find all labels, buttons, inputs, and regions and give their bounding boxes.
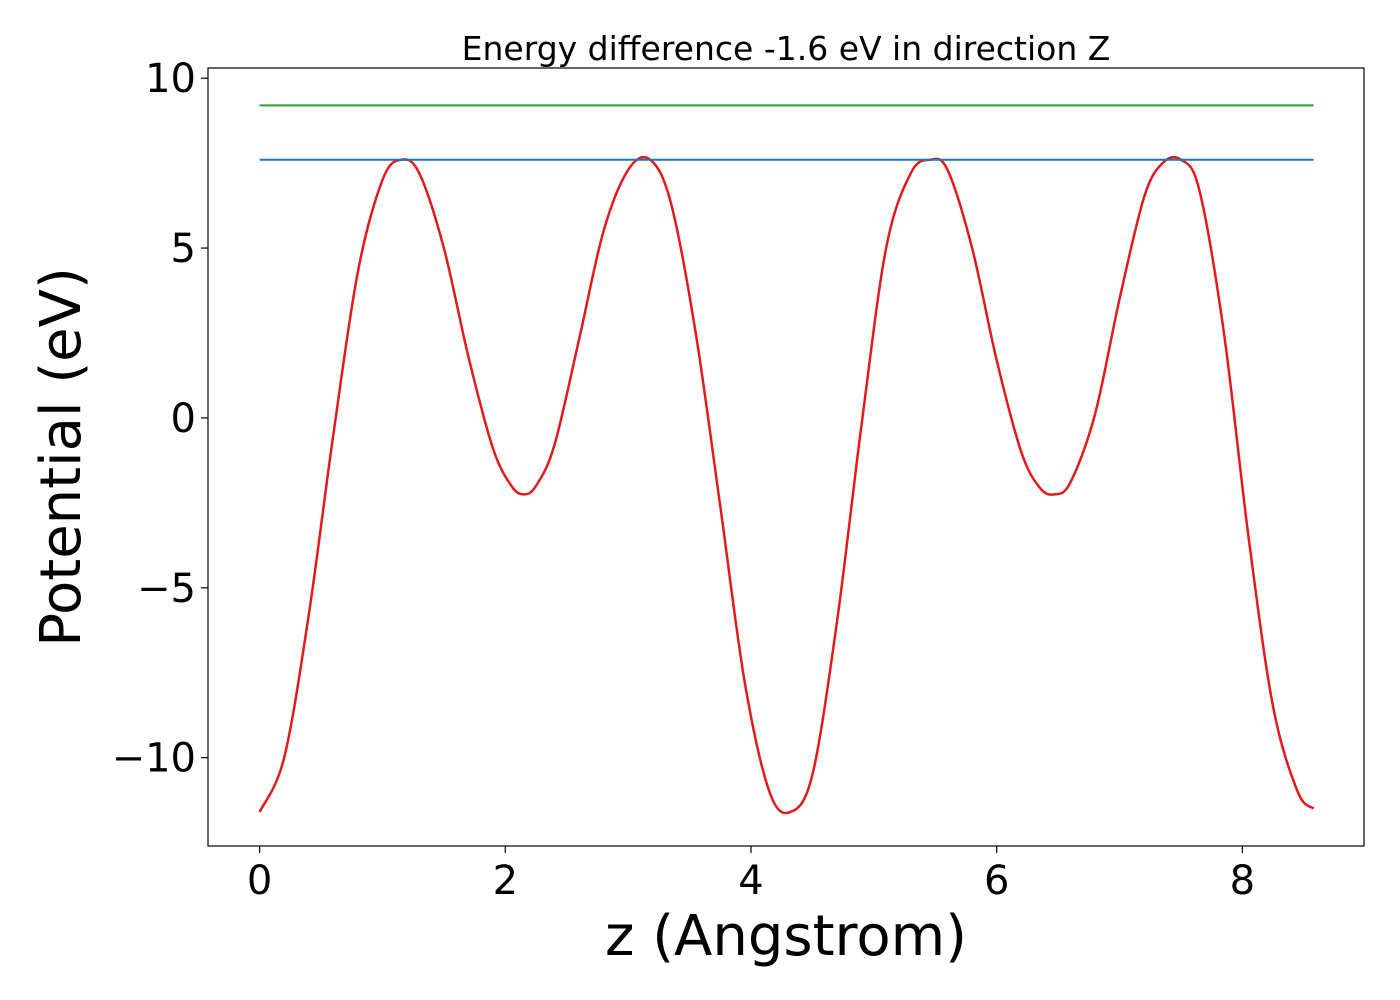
plot-frame (207, 67, 1365, 847)
x-tick-label: 6 (984, 858, 1009, 904)
series-layer (258, 104, 1315, 815)
y-tick-label: 5 (171, 226, 196, 272)
x-tick-label: 0 (247, 858, 272, 904)
y-ticks: −10 −5 0 5 10 (112, 56, 208, 782)
series-line-1 (258, 155, 1315, 815)
x-tick-label: 2 (493, 858, 518, 904)
x-ticks: 0 2 4 6 8 (247, 846, 1255, 904)
x-tick-label: 8 (1230, 858, 1255, 904)
chart-title: Energy difference -1.6 eV in direction Z (462, 29, 1111, 68)
x-tick-label: 4 (738, 858, 763, 904)
y-tick-label: 10 (145, 56, 196, 102)
y-tick-label: 0 (171, 396, 196, 442)
y-tick-label: −5 (137, 566, 196, 612)
y-tick-label: −10 (112, 736, 196, 782)
y-axis-label: Potential (eV) (29, 267, 94, 647)
x-axis-label: z (Angstrom) (605, 904, 967, 969)
